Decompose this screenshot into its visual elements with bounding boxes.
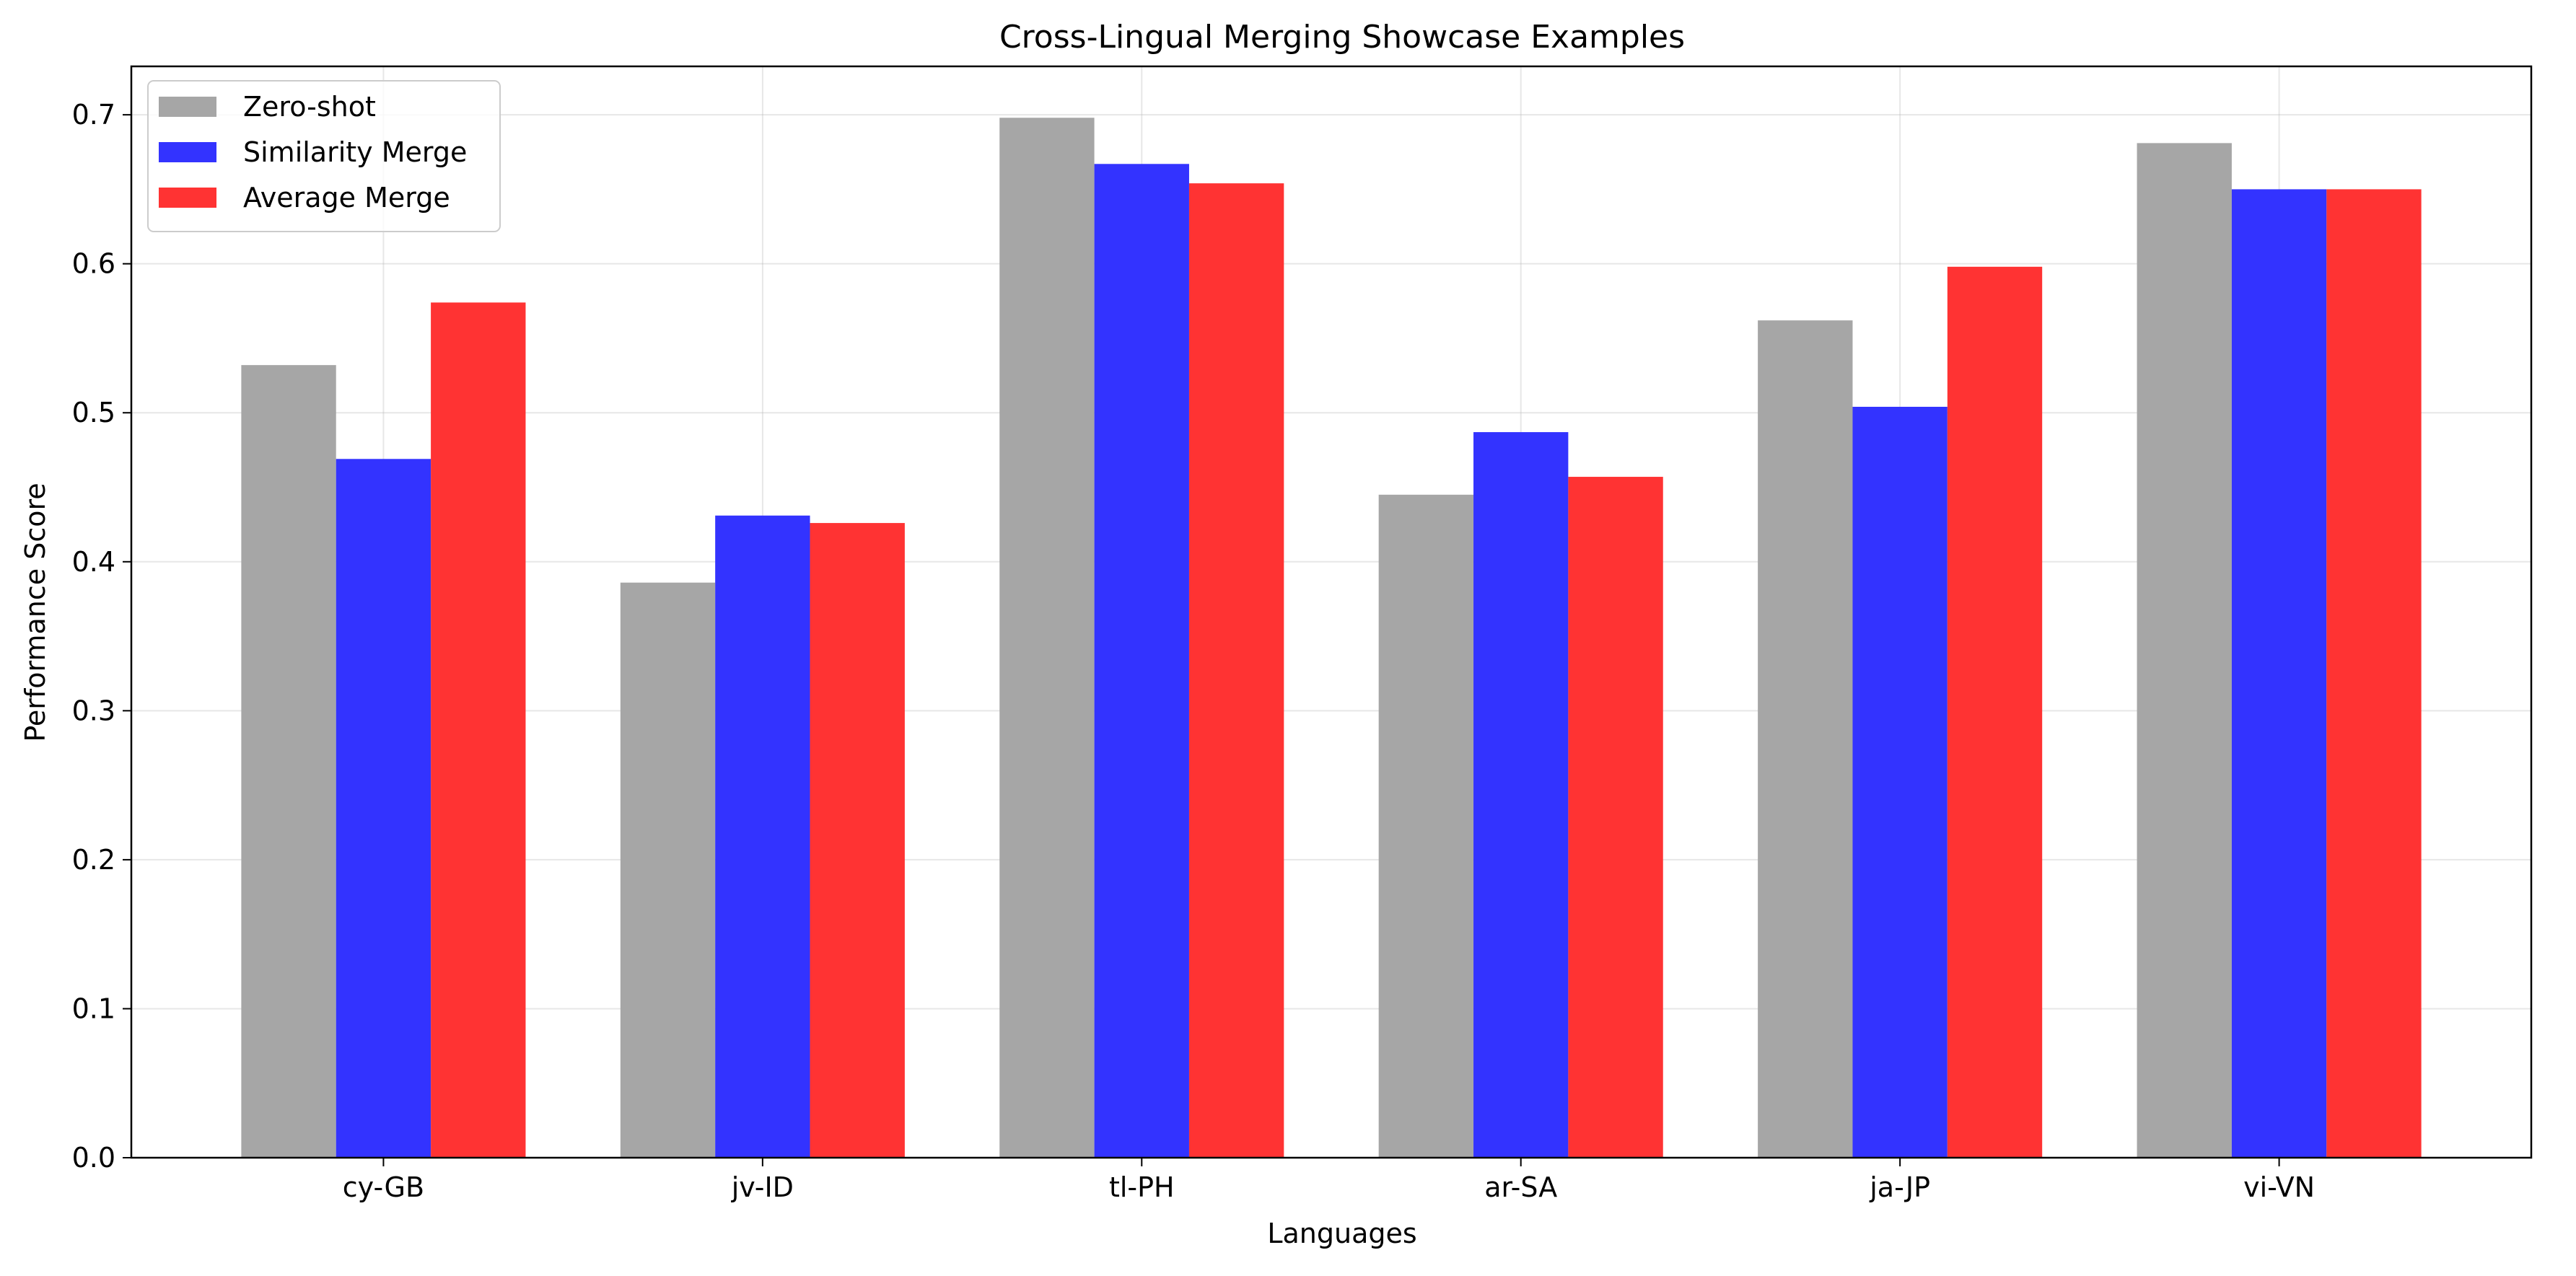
y-tick-label: 0.1: [72, 993, 115, 1024]
bar-jv-ID-similarity-merge: [715, 515, 810, 1158]
bar-ja-JP-similarity-merge: [1852, 406, 1948, 1158]
x-tick-label: ar-SA: [1484, 1171, 1557, 1203]
legend-swatch-zero-shot: [159, 97, 216, 117]
y-axis-label: Performance Score: [19, 483, 51, 742]
legend-box: [147, 80, 501, 232]
chart-title: Cross-Lingual Merging Showcase Examples: [999, 19, 1685, 56]
bar-ja-JP-zero-shot: [1758, 320, 1853, 1158]
x-axis-label: Languages: [1267, 1218, 1416, 1249]
bar-ar-SA-average-merge: [1568, 477, 1663, 1158]
bar-vi-VN-zero-shot: [2137, 143, 2232, 1158]
bar-jv-ID-average-merge: [810, 523, 905, 1158]
bar-cy-GB-zero-shot: [241, 365, 336, 1158]
bar-cy-GB-average-merge: [431, 302, 526, 1158]
x-tick-label: ja-JP: [1869, 1171, 1930, 1203]
bar-vi-VN-similarity-merge: [2231, 189, 2327, 1158]
bar-cy-GB-similarity-merge: [336, 459, 431, 1158]
x-tick-label: vi-VN: [2243, 1171, 2315, 1203]
y-tick-label: 0.2: [72, 844, 115, 876]
bar-ar-SA-similarity-merge: [1473, 432, 1569, 1158]
bar-jv-ID-zero-shot: [620, 582, 716, 1158]
axes: 0.0 0.1 0.2 0.3 0.4 0.5 0.6 0.7 cy-GB jv-ID tl-PH a…: [72, 65, 2533, 1203]
bar-vi-VN-average-merge: [2326, 189, 2422, 1158]
x-tick-label: tl-PH: [1109, 1171, 1175, 1203]
bar-ja-JP-average-merge: [1947, 266, 2043, 1158]
plot-frame: [130, 65, 2533, 1159]
bar-tl-PH-similarity-merge: [1094, 164, 1189, 1158]
legend-swatch-similarity-merge: [159, 142, 216, 162]
y-tick-label: 0.7: [72, 99, 115, 131]
legend-swatch-average-merge: [159, 188, 216, 208]
y-tick-label: 0.4: [72, 546, 115, 578]
x-tick-label: cy-GB: [343, 1171, 424, 1203]
y-tick-label: 0.6: [72, 248, 115, 280]
y-tick-label: 0.5: [72, 397, 115, 428]
bar-ar-SA-zero-shot: [1378, 494, 1474, 1158]
legend-label-zero-shot: Zero-shot: [243, 91, 376, 123]
legend-label-similarity-merge: Similarity Merge: [243, 136, 467, 168]
bar-tl-PH-zero-shot: [999, 118, 1095, 1158]
y-tick-label: 0.0: [72, 1142, 115, 1174]
x-tick-label: jv-ID: [731, 1171, 794, 1203]
bars: [241, 118, 2422, 1158]
y-tick-label: 0.3: [72, 695, 115, 726]
legend: Zero-shot Similarity Merge Average Merge: [147, 80, 501, 232]
bar-tl-PH-average-merge: [1188, 183, 1284, 1158]
legend-label-average-merge: Average Merge: [243, 182, 450, 214]
